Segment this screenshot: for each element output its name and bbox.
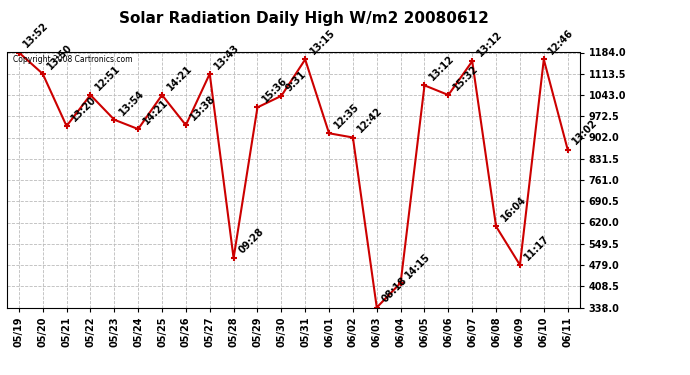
Text: 13:54: 13:54 [117,88,146,117]
Text: 09:28: 09:28 [237,226,266,255]
Text: 15:36: 15:36 [260,76,289,105]
Text: 11:17: 11:17 [523,233,552,262]
Text: 12:35: 12:35 [332,102,361,130]
Text: 13:38: 13:38 [188,93,218,122]
Text: 14:15: 14:15 [404,251,433,280]
Text: 08:18: 08:18 [380,276,408,305]
Text: 13:20: 13:20 [69,94,99,123]
Text: 13:12: 13:12 [475,30,504,58]
Text: 13:12: 13:12 [427,54,456,82]
Text: Solar Radiation Daily High W/m2 20080612: Solar Radiation Daily High W/m2 20080612 [119,11,489,26]
Text: 12:51: 12:51 [93,63,122,92]
Text: 13:50: 13:50 [46,42,75,71]
Text: Copyright 2008 Cartronics.com: Copyright 2008 Cartronics.com [12,55,132,64]
Text: 13:43: 13:43 [213,42,242,71]
Text: 13:52: 13:52 [21,21,50,50]
Text: 14:21: 14:21 [141,97,170,126]
Text: 15:32: 15:32 [451,63,480,92]
Text: 12:42: 12:42 [355,106,385,135]
Text: 9:31: 9:31 [284,69,308,93]
Text: 14:21: 14:21 [165,63,194,92]
Text: 16:04: 16:04 [499,195,528,224]
Text: 13:02: 13:02 [571,118,600,147]
Text: 13:15: 13:15 [308,28,337,57]
Text: 12:46: 12:46 [546,28,575,57]
